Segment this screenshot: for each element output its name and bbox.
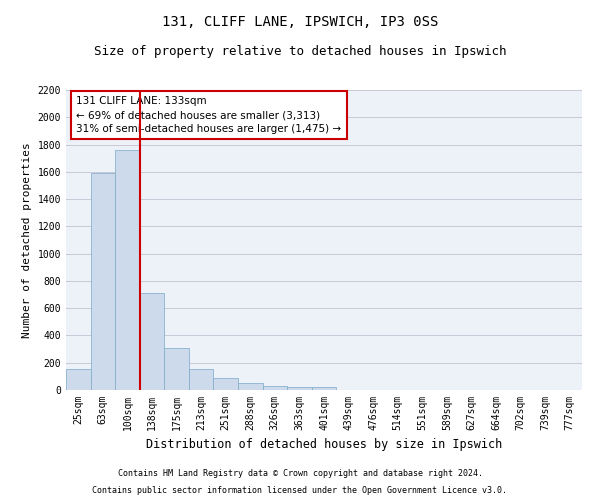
Bar [287, 388, 312, 390]
Bar [140, 293, 164, 390]
Bar [164, 348, 189, 390]
Text: 131, CLIFF LANE, IPSWICH, IP3 0SS: 131, CLIFF LANE, IPSWICH, IP3 0SS [162, 15, 438, 29]
Text: Contains public sector information licensed under the Open Government Licence v3: Contains public sector information licen… [92, 486, 508, 495]
Bar [263, 386, 287, 390]
Bar [115, 150, 140, 390]
Text: Size of property relative to detached houses in Ipswich: Size of property relative to detached ho… [94, 45, 506, 58]
Bar [238, 383, 263, 390]
Text: 131 CLIFF LANE: 133sqm
← 69% of detached houses are smaller (3,313)
31% of semi-: 131 CLIFF LANE: 133sqm ← 69% of detached… [76, 96, 341, 134]
Bar [214, 378, 238, 390]
Bar [66, 369, 91, 390]
X-axis label: Distribution of detached houses by size in Ipswich: Distribution of detached houses by size … [146, 438, 502, 452]
Text: Contains HM Land Registry data © Crown copyright and database right 2024.: Contains HM Land Registry data © Crown c… [118, 468, 482, 477]
Bar [189, 369, 214, 390]
Bar [91, 173, 115, 390]
Bar [312, 388, 336, 390]
Y-axis label: Number of detached properties: Number of detached properties [22, 142, 32, 338]
